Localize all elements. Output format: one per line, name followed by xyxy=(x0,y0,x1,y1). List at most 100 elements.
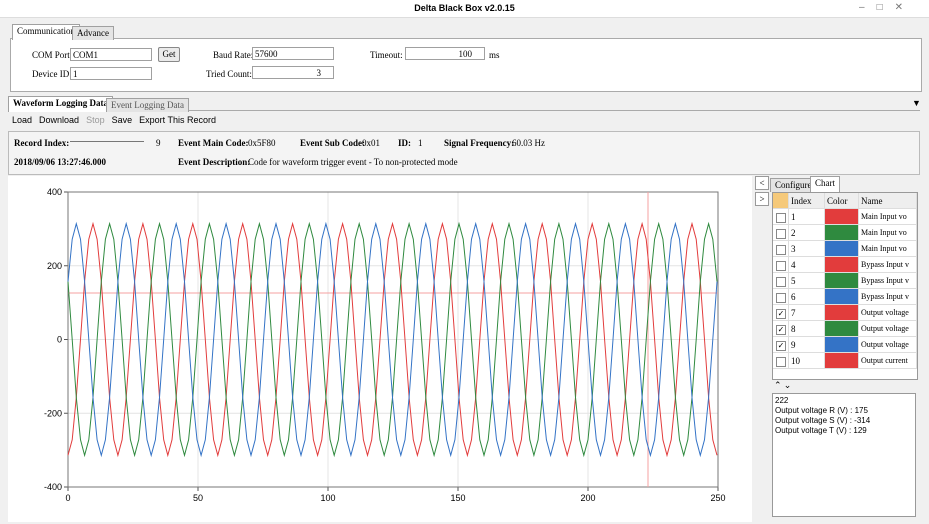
info-line: Output voltage R (V) : 175 xyxy=(775,406,868,415)
combo[interactable]: 1 xyxy=(70,67,152,80)
label: Baud Rate: xyxy=(213,50,254,60)
button[interactable]: Get xyxy=(158,47,180,62)
y-tick-label: 400 xyxy=(47,187,62,197)
y-tick-label: 0 xyxy=(57,335,62,345)
label: Event Description: xyxy=(178,157,251,167)
label: Record Index: xyxy=(14,138,70,148)
tab[interactable]: Waveform Logging Data xyxy=(8,96,113,112)
label: Signal Frequency: xyxy=(444,138,515,148)
expand-button[interactable]: > xyxy=(755,192,769,206)
checkbox[interactable] xyxy=(776,277,786,287)
index-cell: 7 xyxy=(789,305,825,321)
color-cell xyxy=(825,321,859,337)
y-tick-label: -200 xyxy=(44,408,62,418)
index-cell: 8 xyxy=(789,321,825,337)
color-cell xyxy=(825,353,859,369)
checkbox[interactable]: ✓ xyxy=(776,309,786,319)
color-cell xyxy=(825,305,859,321)
index-cell: 9 xyxy=(789,337,825,353)
value: 60.03 Hz xyxy=(512,138,545,148)
info-line: 222 xyxy=(775,396,789,405)
tab[interactable]: Communication xyxy=(12,24,80,40)
timestamp: 2018/09/06 13:27:46.000 xyxy=(14,157,106,167)
toolbar: Load Download Stop Save Export This Record xyxy=(12,115,223,125)
index-cell: 3 xyxy=(789,241,825,257)
tab[interactable]: Event Logging Data xyxy=(106,98,189,112)
checkbox[interactable] xyxy=(776,245,786,255)
label: Timeout: xyxy=(370,50,403,60)
divider xyxy=(8,110,920,111)
toolbar-button[interactable]: Export This Record xyxy=(139,115,216,125)
label: Tried Count: xyxy=(206,69,252,79)
checkbox[interactable]: ✓ xyxy=(776,341,786,351)
name-cell: Output voltage xyxy=(859,305,917,321)
x-tick-label: 50 xyxy=(193,493,203,503)
toolbar-button[interactable]: Load xyxy=(12,115,33,125)
checkbox[interactable] xyxy=(776,261,786,271)
name-cell: Main Input vo xyxy=(859,241,917,257)
spinner[interactable]: 100 xyxy=(405,47,485,60)
index-cell: 4 xyxy=(789,257,825,273)
color-cell xyxy=(825,241,859,257)
toolbar-button[interactable]: Download xyxy=(39,115,80,125)
series-line xyxy=(67,221,718,458)
color-cell xyxy=(825,337,859,353)
color-cell xyxy=(825,289,859,305)
name-cell: Bypass Input v xyxy=(859,257,917,273)
checkbox-cell: ✓ xyxy=(773,321,789,337)
record-panel xyxy=(8,131,920,175)
toolbar-button[interactable]: Stop xyxy=(86,115,105,125)
title-bar: Delta Black Box v2.0.15 –□✕ xyxy=(0,0,929,18)
x-tick-label: 200 xyxy=(580,493,595,503)
plot-frame xyxy=(67,191,719,488)
window-controls[interactable]: –□✕ xyxy=(859,2,915,13)
checkbox[interactable] xyxy=(776,357,786,367)
x-tick-label: 150 xyxy=(450,493,465,503)
toolbar-button[interactable]: Save xyxy=(111,115,133,125)
checkbox[interactable]: ✓ xyxy=(776,325,786,335)
combo[interactable]: COM1 xyxy=(70,48,152,61)
name-cell: Main Input vo xyxy=(859,225,917,241)
collapse-button[interactable]: < xyxy=(755,176,769,190)
label: COM Port: xyxy=(32,50,73,60)
color-cell xyxy=(825,273,859,289)
tab[interactable]: Chart xyxy=(810,176,840,192)
combo[interactable]: 57600 xyxy=(252,47,334,60)
checkbox-cell: ✓ xyxy=(773,305,789,321)
tab[interactable]: Advance xyxy=(72,26,114,40)
index-cell: 6 xyxy=(789,289,825,305)
x-tick-label: 250 xyxy=(710,493,725,503)
value: 1 xyxy=(418,138,423,148)
name-cell: Bypass Input v xyxy=(859,289,917,305)
checkbox-cell xyxy=(773,353,789,369)
name-cell: Output voltage xyxy=(859,321,917,337)
checkbox[interactable] xyxy=(776,213,786,223)
label: Device ID: xyxy=(32,69,72,79)
info-line: Output voltage S (V) : -314 xyxy=(775,416,871,425)
column-header: Color xyxy=(825,193,859,209)
label: Event Sub Code: xyxy=(300,138,366,148)
color-cell xyxy=(825,257,859,273)
name-cell: Main Input vo xyxy=(859,209,917,225)
column-header: Name xyxy=(859,193,917,209)
checkbox[interactable] xyxy=(776,293,786,303)
x-tick-label: 0 xyxy=(65,493,70,503)
slider[interactable] xyxy=(70,141,144,142)
header-cell xyxy=(773,193,789,209)
name-cell: Output current xyxy=(859,353,917,369)
index-cell: 1 xyxy=(789,209,825,225)
channel-table: Index Color Name 1 Main Input vo 2 Main Input … xyxy=(772,192,918,380)
color-cell xyxy=(825,209,859,225)
y-tick-label: 200 xyxy=(47,261,62,271)
value: 0x01 xyxy=(362,138,380,148)
value: 9 xyxy=(156,138,161,148)
spinner[interactable]: 3 xyxy=(252,66,334,79)
checkbox[interactable] xyxy=(776,229,786,239)
dropdown-arrow[interactable]: ▼ xyxy=(912,98,921,108)
info-box: 222 Output voltage R (V) : 175 Output volt… xyxy=(772,393,916,517)
label: Event Main Code: xyxy=(178,138,249,148)
sort-buttons[interactable]: ⌃ ⌄ xyxy=(774,380,792,390)
unit: ms xyxy=(489,50,500,60)
index-cell: 5 xyxy=(789,273,825,289)
